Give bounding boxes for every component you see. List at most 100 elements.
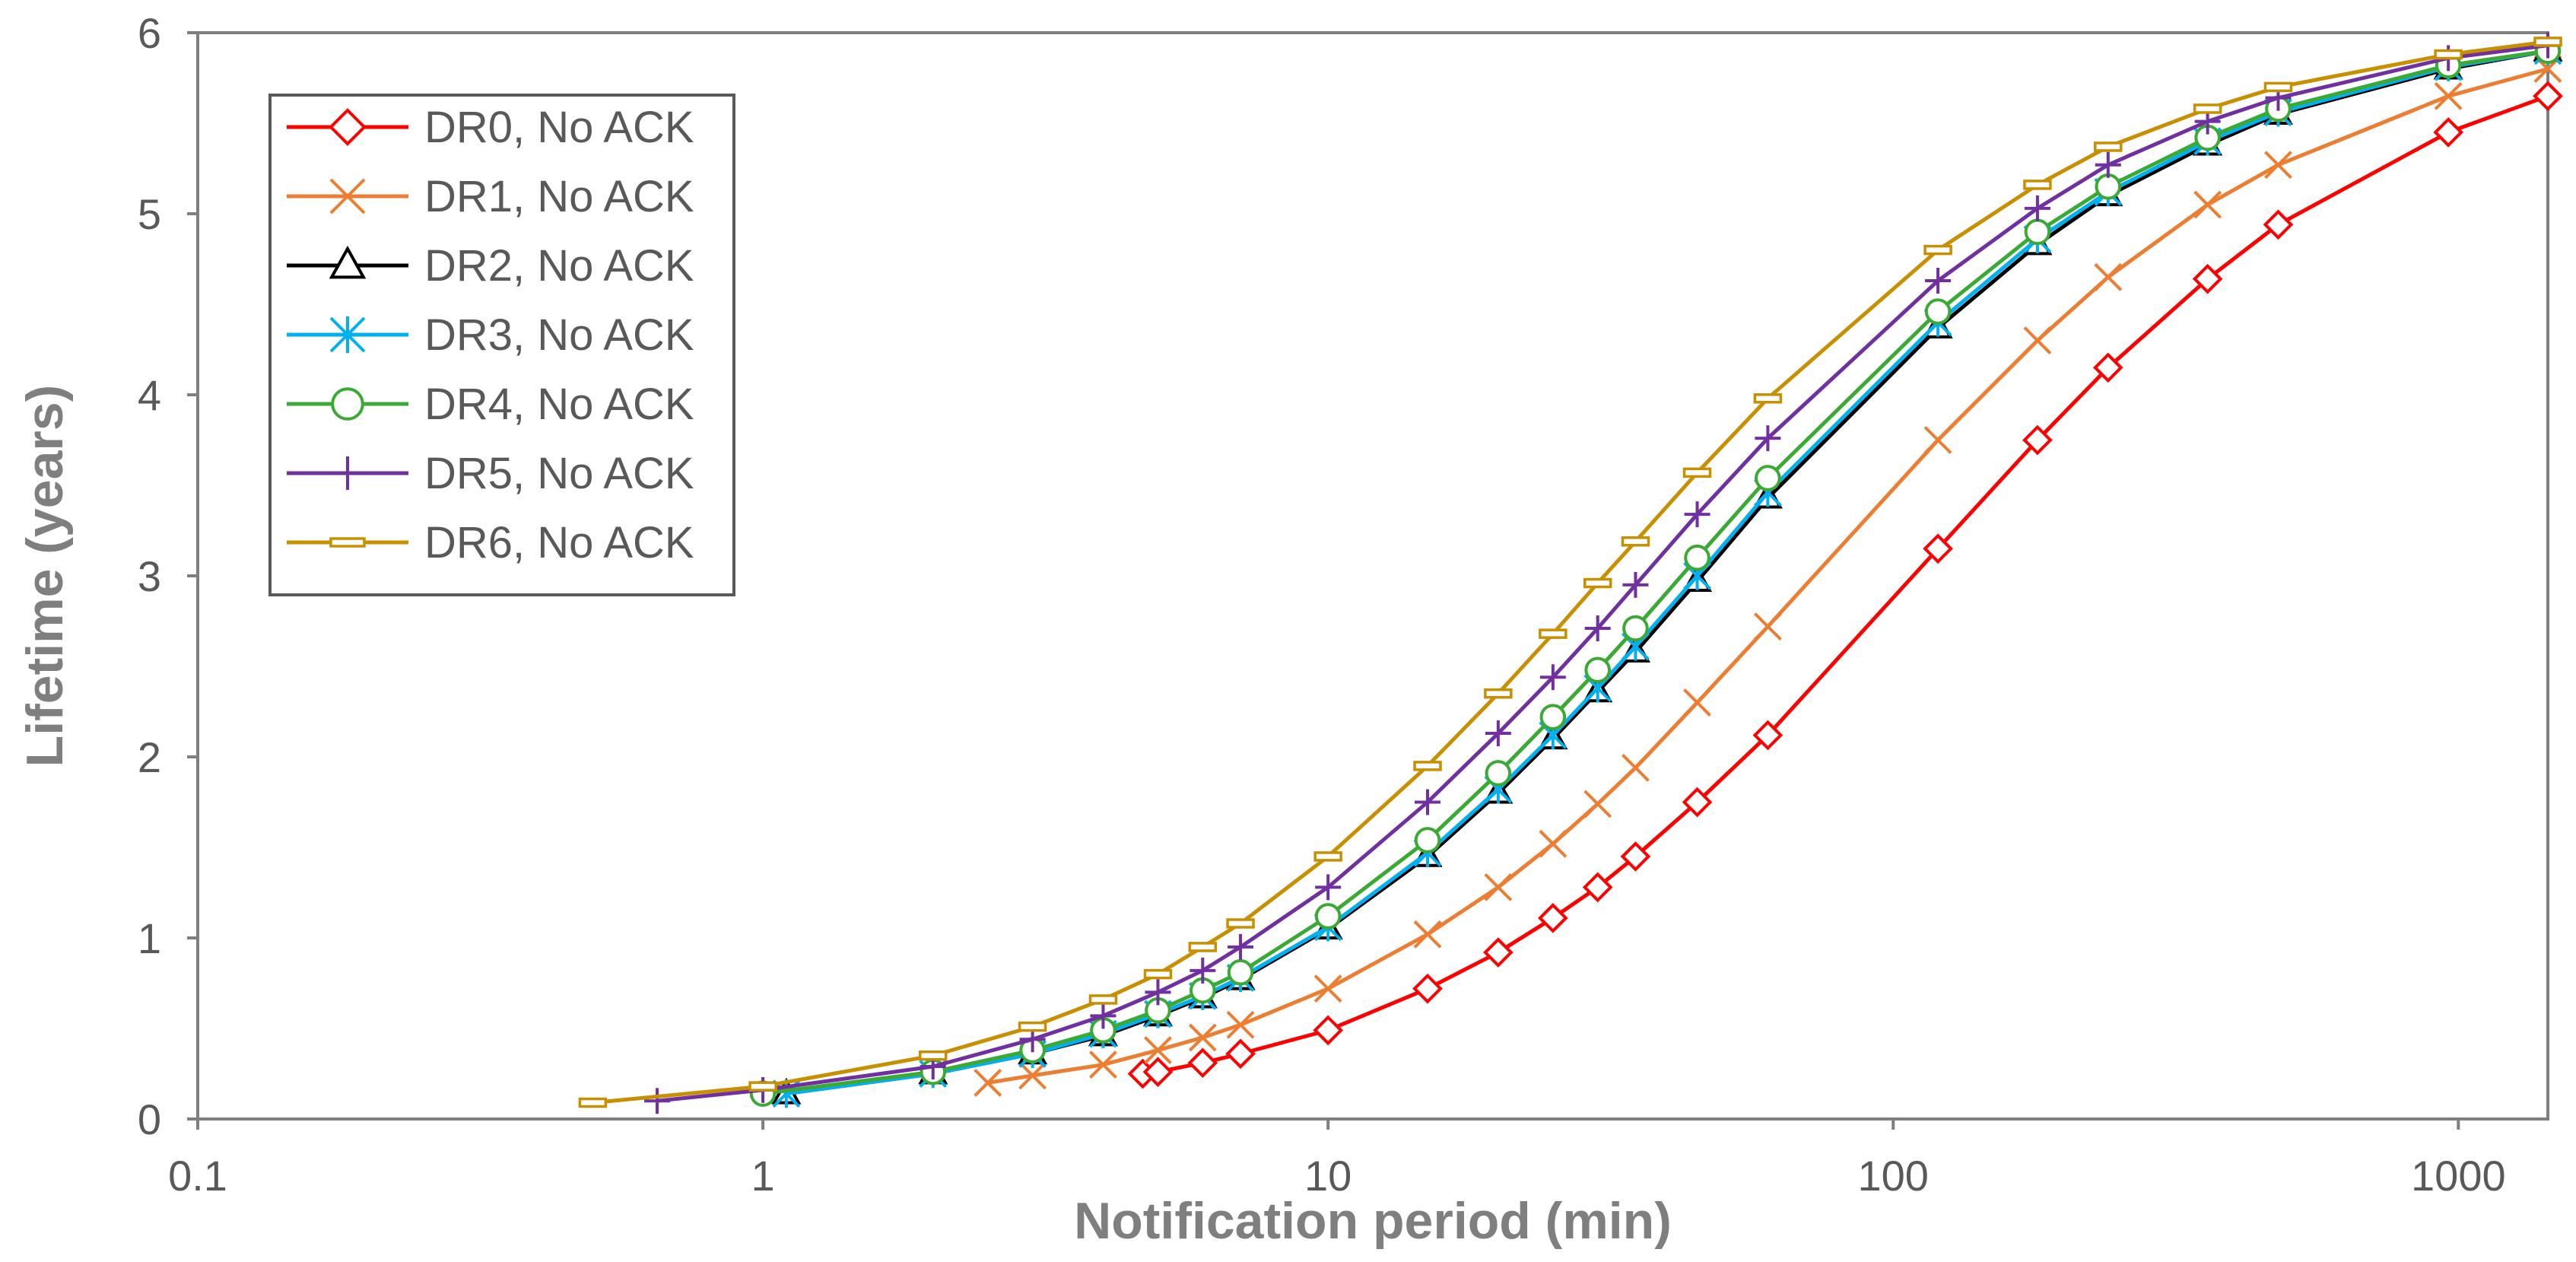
data-point-diamond [1313,1015,1343,1046]
data-point-x [1923,426,1952,454]
data-point-diamond [1752,720,1784,751]
data-point-diamond [2533,81,2563,112]
legend-item: DR6, No ACK [287,518,694,567]
legend-label: DR6, No ACK [424,518,694,567]
x-tick-label: 10 [1304,1152,1352,1200]
data-point-x [2264,151,2292,180]
data-point-circle [2024,218,2051,246]
data-point-dash [748,1081,777,1092]
data-point-dash [1088,994,1118,1005]
y-tick-label: 3 [138,552,161,600]
data-point-plus [1415,789,1441,815]
data-point-triangle [329,245,367,279]
data-point-circle [1414,827,1441,854]
legend-label: DR2, No ACK [424,241,694,291]
data-point-dash [1923,244,1952,256]
y-tick-label: 4 [138,371,161,419]
data-point-diamond [1483,937,1514,968]
legend-item: DR2, No ACK [287,241,694,291]
data-point-x [1583,790,1612,819]
x-tick-label: 100 [1858,1152,1929,1200]
data-point-dash [2263,81,2293,93]
data-point-plus [331,456,364,490]
x-axis-title: Notification period (min) [1074,1192,1672,1250]
data-point-dash [1226,918,1255,929]
data-point-dash [1188,942,1218,952]
data-point-plus [1584,615,1611,642]
legend-item: DR5, No ACK [287,449,694,498]
series-line [786,49,2549,1096]
data-point-dash [2533,37,2562,47]
data-point-diamond [1412,973,1443,1004]
data-point-dash [1583,577,1612,589]
series-1 [974,55,2562,1097]
data-point-diamond [1538,902,1568,933]
legend-item: DR3, No ACK [287,310,694,360]
data-point-diamond [2433,117,2463,148]
data-point-plus [1925,268,1952,294]
data-point-circle [1924,298,1952,325]
data-point-plus [2095,151,2121,178]
data-point-dash [2023,180,2052,190]
data-point-x [1753,612,1782,641]
y-axis-ticks: 0 1 2 3 4 5 6 [138,9,198,1143]
data-point-diamond [2263,209,2294,240]
data-point-plus [1190,957,1216,984]
legend-item: DR0, No ACK [287,103,694,152]
legend: DR0, No ACK DR1, No ACK DR2, No ACK DR3, No… [268,94,735,596]
x-axis-ticks: 0.1 1 10 100 1000 [168,1119,2506,1200]
x-tick-label: 1 [751,1152,775,1200]
data-point-x [1089,1051,1117,1079]
data-point-x [1683,688,1711,717]
data-point-x [2023,326,2052,355]
series-0 [1127,81,2563,1089]
data-point-diamond [2022,424,2053,456]
series-6 [578,37,2562,1108]
data-point-x [1018,1061,1047,1090]
data-point-plus [1684,501,1710,528]
data-point-x [1226,1010,1255,1039]
legend-label: DR3, No ACK [424,310,694,360]
data-point-diamond [1923,533,1953,564]
data-point-x [1539,829,1568,858]
series-layer [578,32,2563,1114]
data-point-plus [1145,979,1171,1006]
data-point-dash [1413,761,1442,771]
data-point-circle [1485,760,1512,787]
data-point-circle [1622,615,1649,642]
data-point-diamond [1620,841,1651,872]
y-tick-label: 0 [138,1095,161,1143]
data-point-dash [1621,536,1650,547]
data-point-dash [578,1097,608,1108]
data-point-dash [1484,688,1513,699]
data-point-diamond [2192,263,2223,294]
data-point-dash [1143,968,1173,980]
y-tick-label: 5 [138,190,161,238]
legend-label: DR1, No ACK [424,172,694,221]
x-tick-label: 0.1 [168,1152,227,1200]
data-point-diamond [1225,1038,1256,1070]
data-point-plus [1485,720,1511,747]
data-point-plus [1228,933,1254,960]
data-point-plus [1090,1003,1116,1029]
data-point-plus [2024,195,2050,221]
data-point-dash [919,1050,948,1061]
data-point-circle [1755,465,1781,491]
data-point-dash [2193,103,2222,114]
data-point-x [329,178,366,215]
data-point-dash [2434,49,2463,60]
y-tick-label: 1 [138,914,161,962]
data-point-diamond [2092,352,2123,383]
legend-label: DR4, No ACK [424,380,694,429]
legend-item: DR1, No ACK [287,172,694,221]
y-axis-title: Lifetime (years) [16,385,74,768]
data-point-asterisk [329,316,366,354]
data-point-dash [2094,141,2123,152]
data-point-diamond [329,108,367,146]
data-point-circle [331,387,364,421]
legend-label: DR5, No ACK [424,449,694,498]
data-point-diamond [1682,787,1713,818]
legend-label: DR0, No ACK [424,103,694,152]
data-point-dash [1753,393,1783,404]
data-point-dash [1539,628,1568,639]
